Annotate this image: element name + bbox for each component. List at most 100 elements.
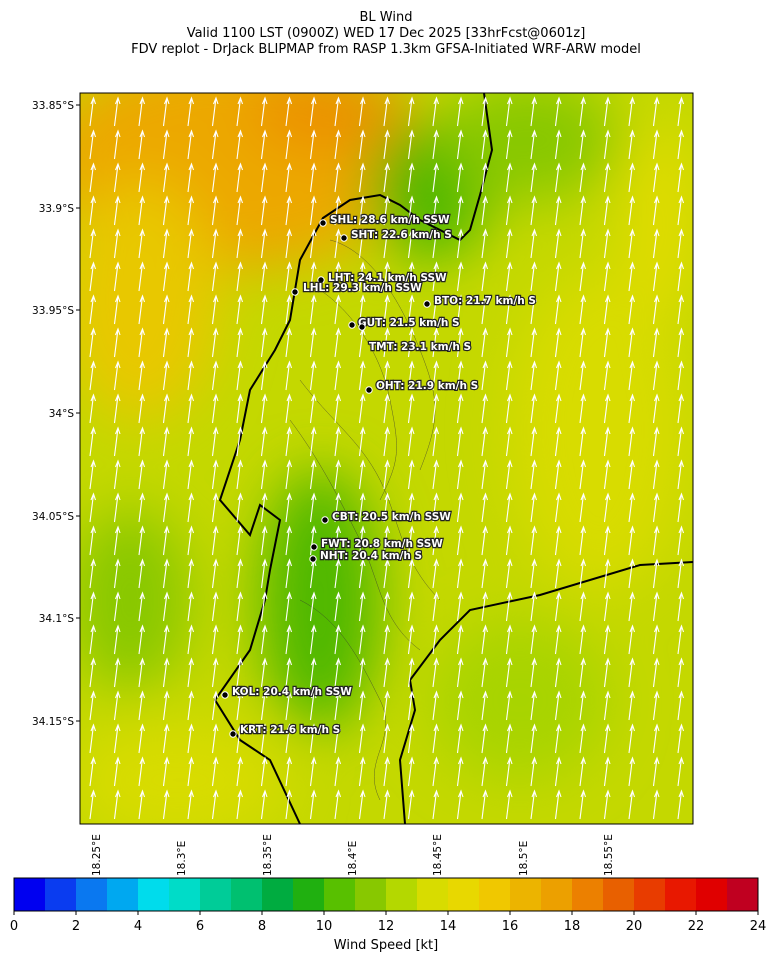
wind-arrow — [456, 162, 464, 193]
colorbar-bin — [386, 878, 418, 911]
wind-arrow — [358, 360, 366, 391]
wind-arrow — [187, 624, 195, 655]
wind-arrow — [260, 723, 268, 754]
wind-arrow — [628, 624, 636, 655]
wind-arrow — [456, 789, 464, 820]
lon-label: 18.45°E — [432, 834, 444, 876]
wind-arrow — [481, 624, 489, 655]
wind-arrow — [579, 690, 587, 721]
wind-arrow — [652, 228, 660, 259]
wind-arrow — [603, 525, 611, 556]
wind-arrow — [677, 96, 685, 127]
wind-arrow — [432, 525, 440, 556]
wind-arrow — [309, 492, 317, 523]
wind-arrow — [407, 360, 415, 391]
wind-arrow — [334, 96, 342, 127]
wind-arrow — [285, 558, 293, 589]
colorbar-bin — [541, 878, 573, 911]
wind-arrow — [187, 96, 195, 127]
colorbar-tick-label: 12 — [378, 919, 395, 934]
wind-arrow — [383, 294, 391, 325]
wind-arrow — [603, 657, 611, 688]
wind-arrow — [285, 360, 293, 391]
wind-arrow — [579, 624, 587, 655]
wind-arrow — [309, 624, 317, 655]
wind-arrow — [677, 459, 685, 490]
wind-arrow — [162, 525, 170, 556]
wind-arrow — [481, 360, 489, 391]
wind-arrow — [554, 195, 562, 226]
wind-arrow — [505, 558, 513, 589]
wind-arrow — [677, 756, 685, 787]
wind-arrow — [432, 789, 440, 820]
wind-arrow — [432, 129, 440, 160]
wind-arrow — [309, 459, 317, 490]
wind-arrow — [407, 591, 415, 622]
wind-arrow — [530, 96, 538, 127]
wind-arrow — [432, 96, 440, 127]
wind-arrow — [260, 228, 268, 259]
wind-arrow — [505, 690, 513, 721]
station-dot — [358, 323, 366, 331]
colorbar-tick-label: 20 — [626, 919, 643, 934]
wind-arrow — [236, 129, 244, 160]
wind-arrow — [211, 426, 219, 457]
wind-arrow — [260, 789, 268, 820]
wind-arrow — [628, 96, 636, 127]
wind-arrow — [407, 624, 415, 655]
wind-arrow — [456, 327, 464, 358]
wind-arrow — [236, 162, 244, 193]
wind-arrow — [383, 327, 391, 358]
wind-arrow — [603, 789, 611, 820]
wind-arrow — [579, 393, 587, 424]
wind-arrow — [652, 690, 660, 721]
wind-arrow — [383, 624, 391, 655]
wind-arrow — [113, 228, 121, 259]
wind-arrow — [603, 624, 611, 655]
wind-arrow — [187, 789, 195, 820]
colorbar-bin — [200, 878, 232, 911]
wind-arrow — [383, 558, 391, 589]
wind-arrow — [628, 327, 636, 358]
wind-arrow — [89, 558, 97, 589]
wind-arrow — [652, 195, 660, 226]
wind-arrow — [211, 459, 219, 490]
wind-arrow — [138, 360, 146, 391]
wind-arrow — [334, 195, 342, 226]
wind-arrow — [383, 195, 391, 226]
wind-arrow — [677, 129, 685, 160]
wind-arrow — [187, 261, 195, 292]
wind-arrow — [554, 756, 562, 787]
wind-arrow — [432, 459, 440, 490]
wind-arrow — [628, 459, 636, 490]
wind-arrow — [481, 261, 489, 292]
station-label: SHL: 28.6 km/h SSW — [330, 214, 450, 226]
wind-arrow — [652, 558, 660, 589]
wind-arrow — [603, 591, 611, 622]
wind-arrow — [358, 591, 366, 622]
wind-arrow — [481, 459, 489, 490]
wind-arrow — [89, 492, 97, 523]
wind-arrow — [554, 426, 562, 457]
wind-arrow — [677, 360, 685, 391]
wind-arrow — [89, 690, 97, 721]
wind-arrow — [579, 657, 587, 688]
wind-arrow — [554, 327, 562, 358]
wind-arrow — [187, 657, 195, 688]
wind-arrow — [309, 426, 317, 457]
wind-arrow — [236, 525, 244, 556]
colorbar-tick-label: 0 — [10, 919, 18, 934]
wind-arrow — [652, 129, 660, 160]
colorbar-tick-label: 8 — [258, 919, 266, 934]
wind-arrow — [407, 525, 415, 556]
wind-arrow — [554, 96, 562, 127]
wind-arrow — [456, 657, 464, 688]
colorbar-bin — [696, 878, 728, 911]
wind-arrow — [358, 129, 366, 160]
wind-arrow — [579, 261, 587, 292]
wind-arrow — [505, 261, 513, 292]
wind-arrow — [260, 294, 268, 325]
wind-arrow — [407, 228, 415, 259]
colorbar-bin — [324, 878, 356, 911]
wind-arrow — [187, 294, 195, 325]
